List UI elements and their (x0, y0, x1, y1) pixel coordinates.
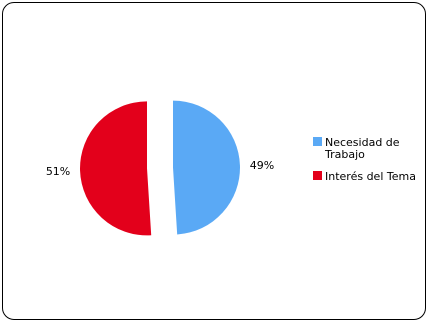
legend-item-necesidad-de-trabajo: Necesidad de Trabajo (313, 136, 400, 161)
legend-label: Interés del Tema (325, 170, 416, 183)
value-label-necesidad-de-trabajo: 49% (250, 159, 274, 172)
pie-slices (80, 100, 240, 236)
legend-swatch (313, 137, 322, 146)
legend: Necesidad de Trabajo Interés del Tema (313, 136, 416, 183)
pie-slice-interes-del-tema (80, 101, 152, 236)
pie-slice-necesidad-de-trabajo (172, 100, 240, 235)
legend-swatch (313, 171, 322, 180)
legend-item-interes-del-tema: Interés del Tema (313, 170, 416, 183)
pie-value-labels: 49% 51% (46, 159, 274, 178)
legend-label: Necesidad de Trabajo (324, 136, 400, 161)
value-label-interes-del-tema: 51% (46, 165, 70, 178)
